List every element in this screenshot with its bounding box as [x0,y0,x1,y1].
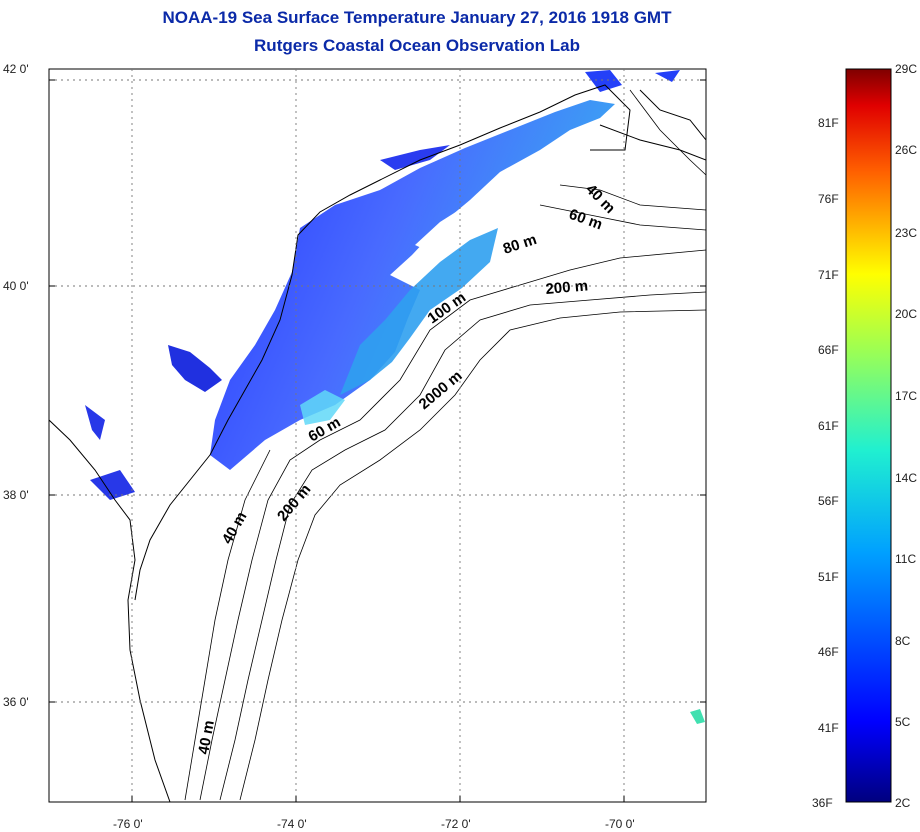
colorbar-c-label: 26C [895,143,918,157]
contour-label: 200 m [545,277,589,298]
lon-label: -70 0' [605,817,635,831]
colorbar-f-label: 61F [818,419,839,433]
contour-label: 40 m [195,719,218,756]
sst-swath-main [210,100,615,470]
colorbar-c-label: 20C [895,307,918,321]
colorbar-f-label: 41F [818,721,839,735]
coastline [49,84,631,802]
sst-li-sound [380,145,450,170]
colorbar-f-label: 56F [818,494,839,508]
sst-bay-chesapeake [85,405,135,500]
bathymetry-contours [184,89,706,801]
colorbar-c-label: 8C [895,634,911,648]
colorbar-c-label: 11C [895,552,917,566]
colorbar-c-label: 29C [895,62,918,76]
colorbar-f-label: 66F [818,343,839,357]
sst-gulfstream-spot [690,709,705,724]
colorbar-c-label: 17C [895,389,918,403]
coastline-ne [599,89,706,161]
map-subtitle: Rutgers Coastal Ocean Observation Lab [254,36,580,55]
colorbar-c-label: 5C [895,715,911,729]
colorbar-f-label: 36F [812,796,833,810]
lon-label: -72 0' [441,817,471,831]
colorbar-f-label: 46F [818,645,839,659]
map-title: NOAA-19 Sea Surface Temperature January … [162,8,672,27]
colorbar-c-label: 23C [895,226,918,240]
lat-label: 40 0' [3,279,29,293]
sst-bay-delaware [168,345,222,392]
map-frame [48,68,707,803]
colorbar-f-label: 71F [818,268,839,282]
coastline-delmarva [134,454,211,601]
colorbar-c-label: 2C [895,796,911,810]
lat-label: 36 0' [3,695,29,709]
colorbar-f-label: 81F [818,116,839,130]
graticule [49,69,706,802]
sst-swath-shelf [340,228,498,395]
lon-label: -74 0' [277,817,307,831]
lon-label: -76 0' [113,817,143,831]
colorbar-f-label: 51F [818,570,839,584]
colorbar-f-label: 76F [818,192,839,206]
axis-ticks [49,79,706,802]
sst-warm-patch [300,390,345,425]
colorbar-c-label: 14C [895,471,918,485]
lat-label: 42 0' [3,62,29,76]
lat-label: 38 0' [3,488,29,502]
sst-cape-cod-patch [585,70,680,92]
colorbar [845,68,892,803]
